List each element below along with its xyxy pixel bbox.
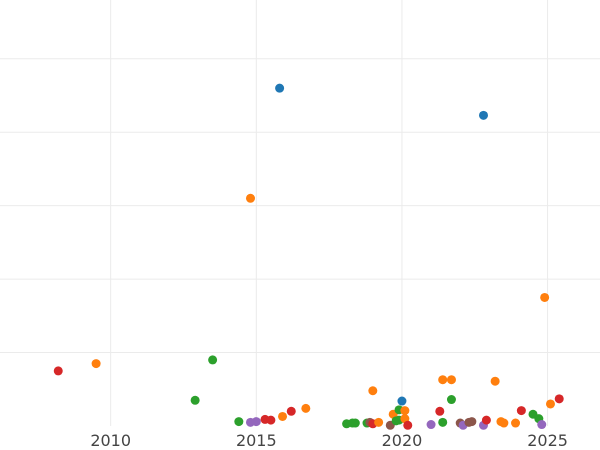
data-point-40 [467,417,477,427]
horizontal-gridlines [0,58,600,354]
data-point-44 [490,376,500,386]
data-point-16 [350,418,360,428]
data-point-35 [446,375,456,385]
data-point-0 [53,366,63,376]
data-point-12 [286,406,296,416]
data-point-11 [278,411,288,421]
data-point-6 [245,193,255,203]
vertical-gridlines [110,0,549,426]
data-point-4 [234,417,244,427]
data-point-47 [511,418,521,428]
data-point-33 [438,417,448,427]
data-point-54 [554,394,564,404]
x-axis-tick-labels: 2010 2015 2020 2025 [90,431,568,450]
data-point-42 [478,110,488,120]
data-point-30 [403,420,413,430]
data-point-21 [374,417,384,427]
data-point-20 [368,386,378,396]
x-tick-label-0: 2010 [90,431,131,450]
data-point-43 [481,415,491,425]
data-point-52 [540,292,550,302]
data-point-27 [397,396,407,406]
data-point-36 [446,395,456,405]
x-tick-label-1: 2015 [236,431,277,450]
data-point-13 [301,403,311,413]
data-point-3 [208,355,218,365]
data-point-28 [400,406,410,416]
data-point-46 [499,418,509,428]
data-point-2 [190,395,200,405]
data-point-1 [91,359,101,369]
data-points [53,83,564,430]
data-point-32 [435,406,445,416]
data-point-48 [516,406,526,416]
data-point-31 [426,420,436,430]
x-tick-label-3: 2025 [527,431,568,450]
data-point-51 [537,420,547,430]
data-point-7 [251,417,261,427]
x-tick-label-2: 2020 [382,431,423,450]
data-point-34 [438,375,448,385]
data-point-53 [545,399,555,409]
data-point-9 [266,415,276,425]
data-point-10 [275,83,285,93]
